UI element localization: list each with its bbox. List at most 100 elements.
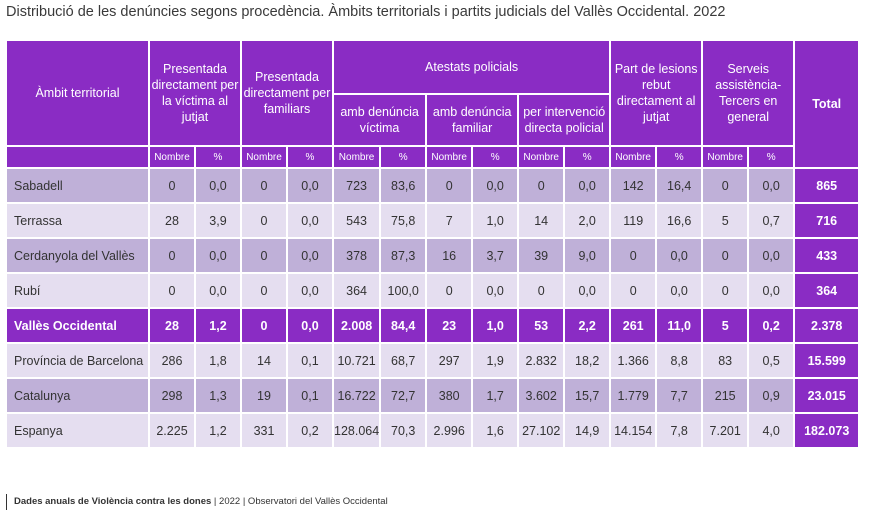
cell-pct: 16,4 [657,169,702,202]
row-name: Vallès Occidental [7,309,148,342]
table-row: Província de Barcelona 286 1,8 14 0,1 10.721 6… [7,344,859,377]
cell-total: 182.073 [795,414,859,447]
cell-nombre: 261 [611,309,656,342]
cell-nombre: 10.721 [334,344,380,377]
cell-nombre: 286 [150,344,194,377]
header-amb-familiar: amb denúncia familiar [427,95,518,145]
cell-pct: 0,0 [657,239,702,272]
cell-pct: 0,0 [565,274,610,307]
cell-nombre: 27.102 [519,414,564,447]
cell-nombre: 1.366 [611,344,656,377]
cell-pct: 0,2 [749,309,794,342]
cell-nombre: 0 [150,169,194,202]
cell-pct: 84,4 [381,309,426,342]
table-row: Rubí 0 0,0 0 0,0 364 100,0 0 0,0 0 0,0 0 0,0 0 0,0 364 [7,274,859,307]
cell-nombre: 16.722 [334,379,380,412]
cell-nombre: 5 [703,204,748,237]
cell-pct: 72,7 [381,379,426,412]
cell-nombre: 14.154 [611,414,656,447]
cell-pct: 0,0 [749,239,794,272]
header-presentada-familiars: Presentada directament per familiars [242,41,332,145]
header-serveis: Serveis assistència-Tercers en general [703,41,794,145]
cell-nombre: 0 [427,274,472,307]
cell-pct: 1,7 [473,379,518,412]
header-total: Total [795,41,859,167]
cell-total: 15.599 [795,344,859,377]
cell-nombre: 0 [242,169,286,202]
cell-total: 2.378 [795,309,859,342]
subheader-pct: % [381,147,426,167]
row-name: Sabadell [7,169,148,202]
cell-pct: 11,0 [657,309,702,342]
cell-pct: 0,0 [473,274,518,307]
subheader-pct: % [196,147,240,167]
cell-nombre: 2.996 [427,414,472,447]
cell-pct: 87,3 [381,239,426,272]
cell-nombre: 364 [334,274,380,307]
cell-nombre: 331 [242,414,286,447]
cell-total: 23.015 [795,379,859,412]
cell-nombre: 0 [519,274,564,307]
cell-pct: 1,6 [473,414,518,447]
subheader-pct: % [749,147,794,167]
cell-nombre: 128.064 [334,414,380,447]
cell-nombre: 0 [427,169,472,202]
cell-pct: 75,8 [381,204,426,237]
subheader-nombre: Nombre [519,147,564,167]
cell-pct: 0,5 [749,344,794,377]
cell-pct: 0,0 [288,274,332,307]
cell-nombre: 0 [703,274,748,307]
cell-pct: 68,7 [381,344,426,377]
header-ambit: Àmbit territorial [7,41,148,145]
cell-pct: 0,7 [749,204,794,237]
cell-nombre: 23 [427,309,472,342]
cell-nombre: 2.832 [519,344,564,377]
cell-nombre: 0 [703,239,748,272]
table-row: Sabadell 0 0,0 0 0,0 723 83,6 0 0,0 0 0,0 142 16,4 0 0… [7,169,859,202]
cell-total: 433 [795,239,859,272]
cell-pct: 16,6 [657,204,702,237]
subheader-nombre: Nombre [703,147,748,167]
table-row: Terrassa 28 3,9 0 0,0 543 75,8 7 1,0 14 2,0 119 16,6… [7,204,859,237]
row-name: Terrassa [7,204,148,237]
footer-source: Dades anuals de Violència contra les don… [6,494,388,510]
cell-pct: 1,3 [196,379,240,412]
cell-pct: 0,2 [288,414,332,447]
cell-nombre: 0 [150,274,194,307]
subheader-nombre: Nombre [242,147,286,167]
cell-nombre: 0 [242,274,286,307]
cell-pct: 2,0 [565,204,610,237]
cell-pct: 1,2 [196,309,240,342]
cell-nombre: 39 [519,239,564,272]
cell-nombre: 0 [611,274,656,307]
cell-pct: 0,0 [657,274,702,307]
subheader-nombre: Nombre [334,147,380,167]
cell-pct: 3,9 [196,204,240,237]
cell-pct: 100,0 [381,274,426,307]
subheader-pct: % [473,147,518,167]
subheader-pct: % [565,147,610,167]
cell-nombre: 142 [611,169,656,202]
header-amb-victima: amb denúncia víctima [334,95,426,145]
header-part-lesions: Part de lesions rebut directament al jut… [611,41,702,145]
header-intervencio: per intervenció directa policial [519,95,610,145]
cell-nombre: 0 [242,239,286,272]
subheader-nombre: Nombre [427,147,472,167]
cell-nombre: 3.602 [519,379,564,412]
row-name: Cerdanyola del Vallès [7,239,148,272]
cell-nombre: 2.225 [150,414,194,447]
cell-pct: 1,8 [196,344,240,377]
cell-pct: 1,0 [473,309,518,342]
cell-pct: 3,7 [473,239,518,272]
cell-nombre: 0 [242,309,286,342]
header-atestats: Atestats policials [334,41,610,93]
cell-nombre: 298 [150,379,194,412]
cell-nombre: 0 [150,239,194,272]
cell-nombre: 28 [150,309,194,342]
cell-nombre: 0 [242,204,286,237]
cell-nombre: 28 [150,204,194,237]
cell-pct: 8,8 [657,344,702,377]
cell-pct: 1,2 [196,414,240,447]
cell-pct: 83,6 [381,169,426,202]
cell-pct: 0,0 [196,274,240,307]
